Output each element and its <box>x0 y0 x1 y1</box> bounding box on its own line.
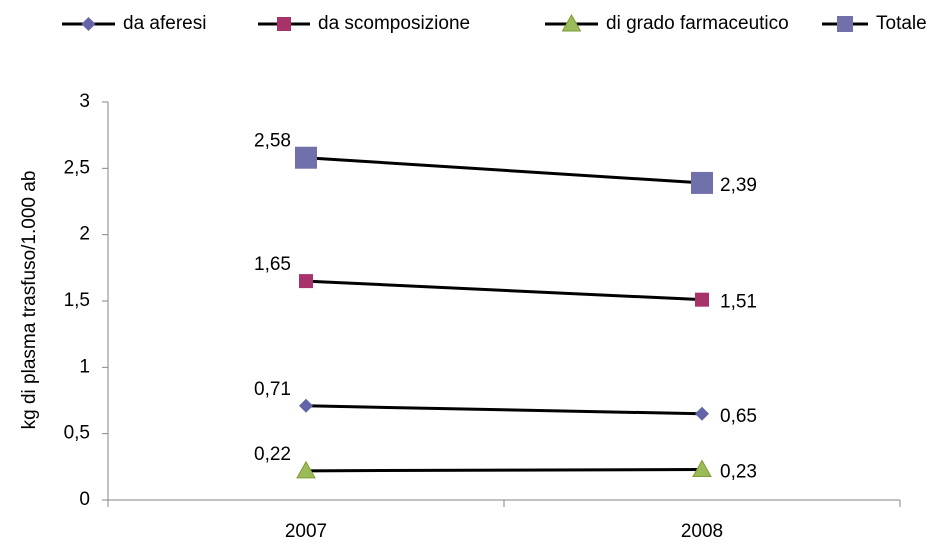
series-line <box>305 279 703 302</box>
data-label: 0,23 <box>720 462 757 483</box>
legend-marker <box>561 13 582 32</box>
marker <box>296 460 316 479</box>
legend-marker <box>277 17 291 31</box>
legend-label: di grado farmaceutico <box>606 13 789 34</box>
marker <box>692 459 712 477</box>
data-label: 0,71 <box>254 379 291 400</box>
y-axis-label: kg di plasma trasfuso/1.000 ab <box>19 171 40 430</box>
series-line <box>305 404 703 416</box>
y-tick-label: 2,5 <box>64 157 90 178</box>
legend-label: Totale <box>876 13 927 34</box>
marker <box>299 398 313 413</box>
y-tick-label: 1,5 <box>64 290 90 311</box>
data-label: 1,51 <box>720 292 757 313</box>
marker <box>691 171 713 194</box>
marker <box>695 292 709 307</box>
series-line <box>305 467 703 473</box>
x-tick-label: 2008 <box>681 521 723 542</box>
x-tick-label: 2007 <box>285 521 327 542</box>
y-tick-label: 1 <box>79 356 90 377</box>
legend-marker <box>837 16 853 32</box>
legend-marker <box>81 17 96 31</box>
data-label: 1,65 <box>254 254 291 275</box>
data-label: 2,58 <box>254 131 291 152</box>
data-label: 0,65 <box>720 406 757 427</box>
marker <box>295 146 317 169</box>
y-tick-label: 0,5 <box>64 423 90 444</box>
marker <box>695 406 709 421</box>
legend-label: da aferesi <box>123 13 206 34</box>
data-label: 0,22 <box>254 444 291 465</box>
y-tick-label: 0 <box>79 489 90 510</box>
marker <box>299 274 313 289</box>
series-line <box>305 156 703 185</box>
y-tick-label: 3 <box>79 91 90 112</box>
y-tick-label: 2 <box>79 224 90 245</box>
legend-label: da scomposizione <box>318 13 470 34</box>
data-label: 2,39 <box>720 175 757 196</box>
